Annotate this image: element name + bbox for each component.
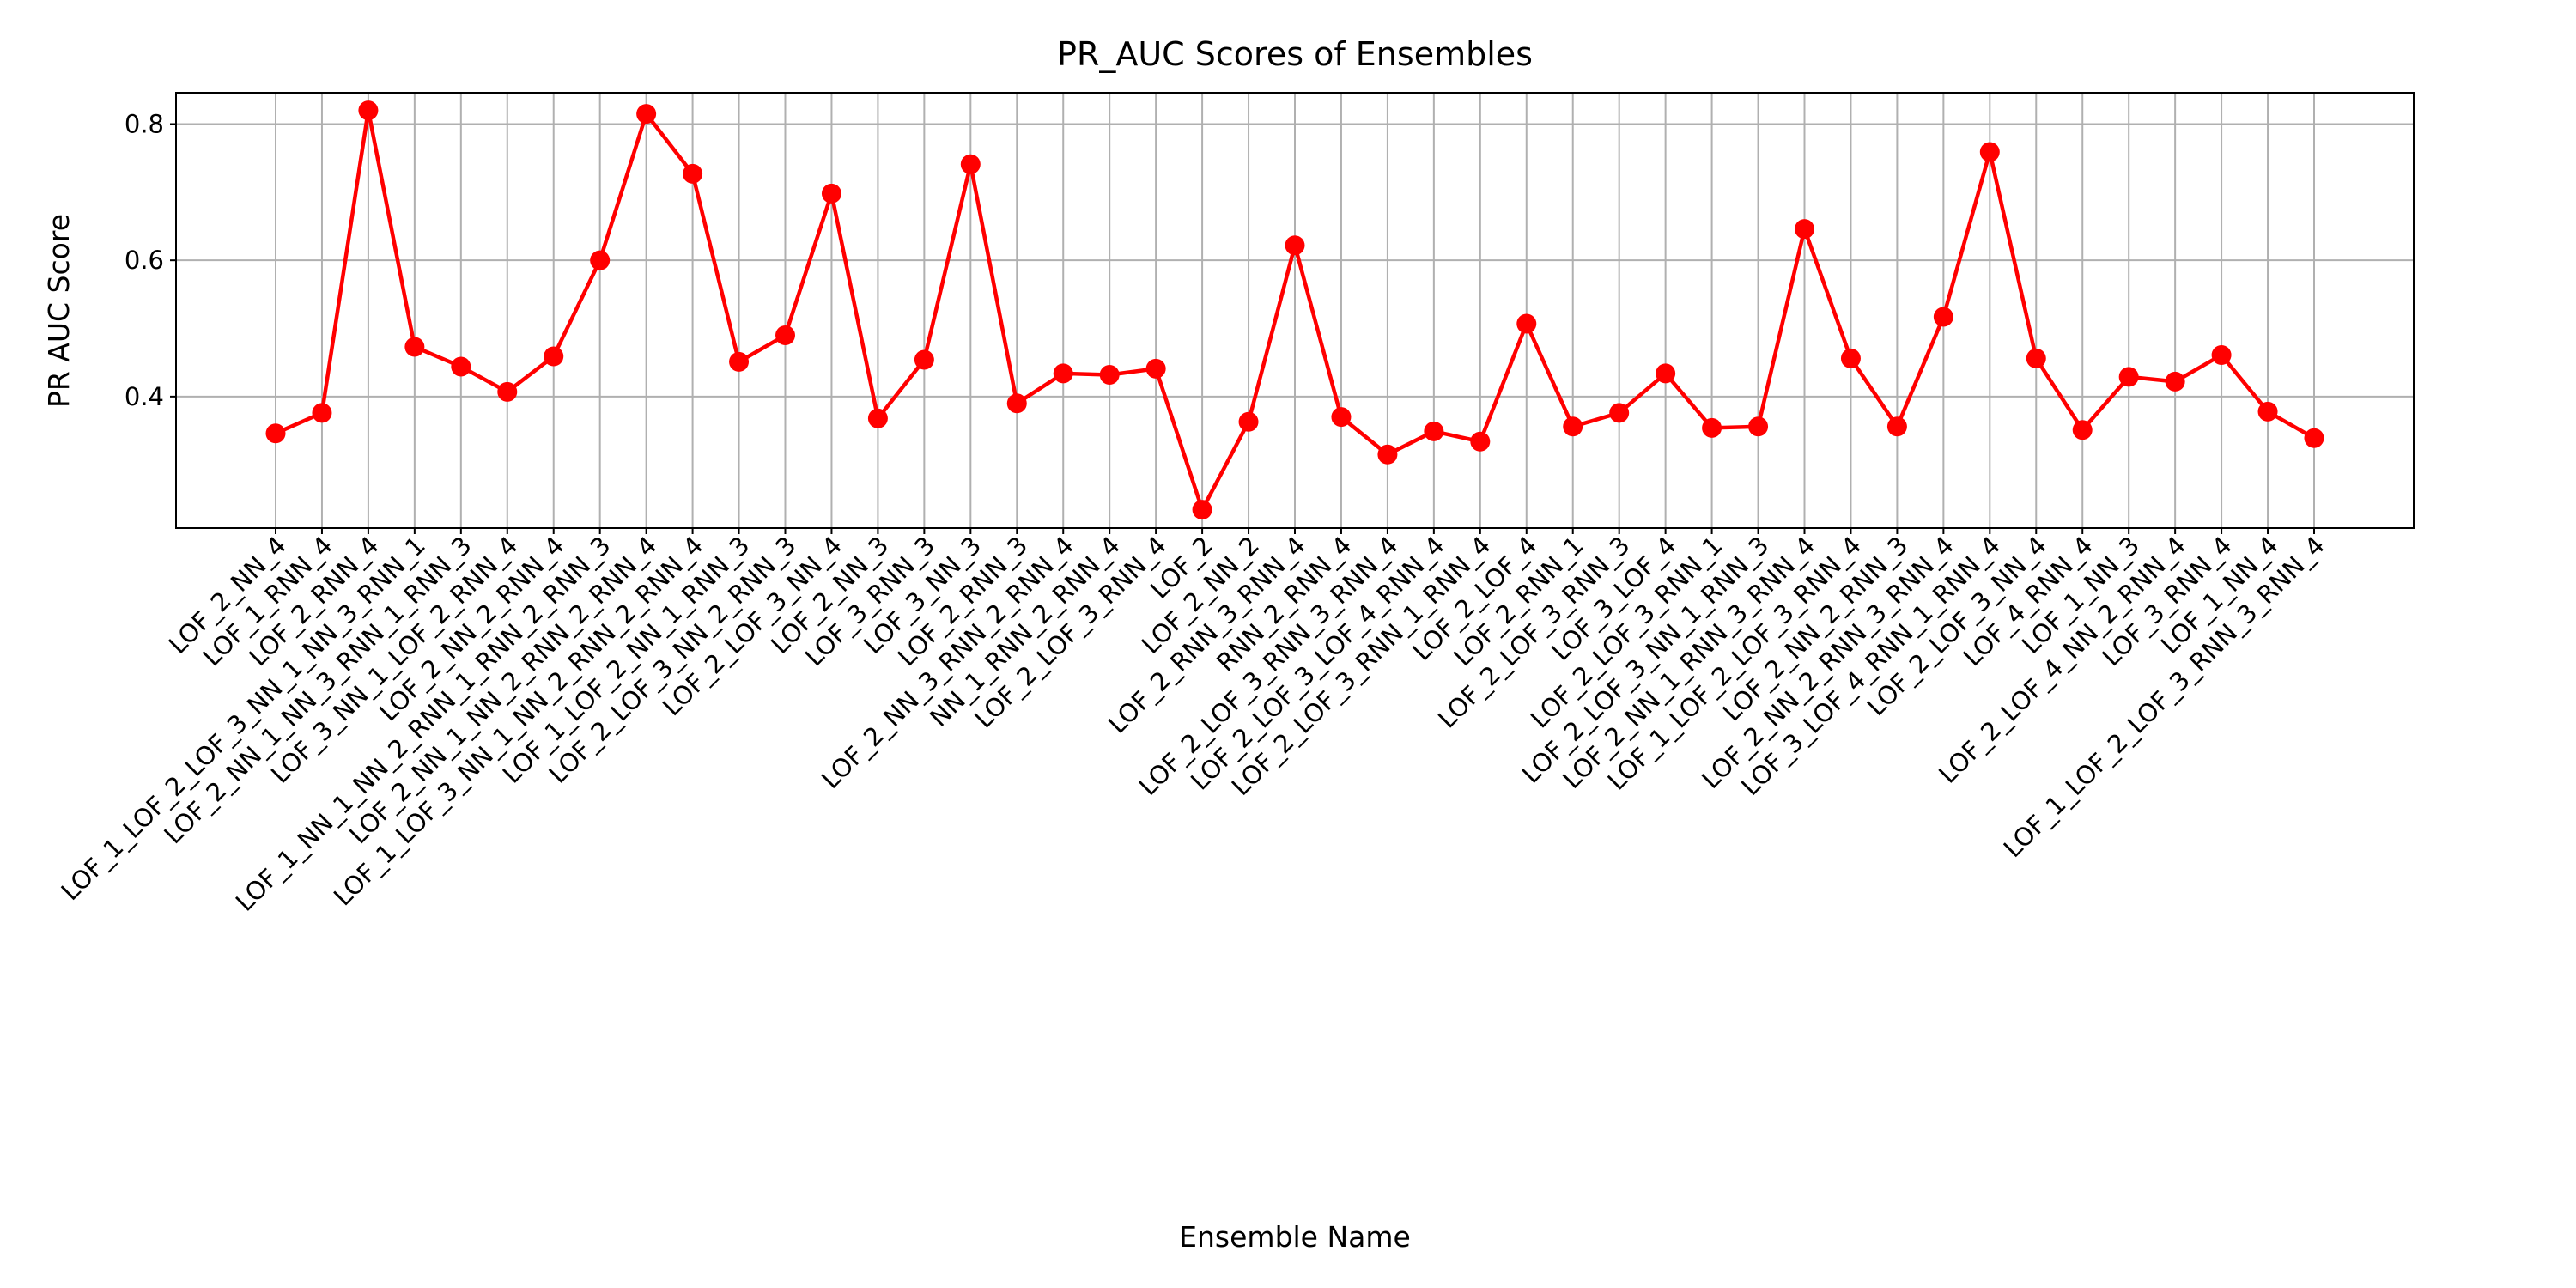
point bbox=[1563, 416, 1583, 437]
point bbox=[590, 250, 611, 270]
point bbox=[1377, 444, 1398, 465]
y-tick-label: 0.8 bbox=[125, 109, 164, 138]
point bbox=[1006, 393, 1027, 414]
point bbox=[2118, 367, 2139, 387]
point bbox=[1470, 431, 1491, 452]
point bbox=[1285, 235, 1305, 256]
point bbox=[2211, 344, 2232, 365]
point bbox=[2026, 348, 2046, 368]
plot-frame bbox=[175, 92, 2415, 529]
point bbox=[960, 154, 981, 174]
y-tick-label: 0.4 bbox=[125, 382, 164, 411]
point bbox=[544, 346, 564, 367]
y-axis-label: PR AUC Score bbox=[42, 214, 76, 408]
point bbox=[1656, 363, 1676, 384]
point bbox=[2257, 401, 2278, 422]
point bbox=[265, 423, 286, 444]
point bbox=[1516, 313, 1537, 334]
point bbox=[1424, 421, 1444, 441]
point bbox=[358, 100, 379, 121]
point bbox=[729, 351, 750, 372]
point bbox=[2304, 428, 2324, 448]
point bbox=[1609, 403, 1630, 423]
point bbox=[636, 104, 657, 125]
chart-title: PR_AUC Scores of Ensembles bbox=[1057, 35, 1533, 73]
x-axis-label: Ensemble Name bbox=[1179, 1220, 1411, 1254]
point bbox=[1192, 500, 1212, 520]
point bbox=[1053, 363, 1073, 384]
point bbox=[1702, 417, 1722, 438]
point bbox=[2165, 371, 2185, 392]
point bbox=[1933, 307, 1953, 327]
point bbox=[1331, 407, 1352, 428]
point bbox=[1795, 219, 1814, 240]
point bbox=[312, 403, 332, 423]
point bbox=[1979, 142, 2000, 162]
point bbox=[497, 381, 518, 402]
point bbox=[2072, 420, 2093, 440]
point bbox=[451, 356, 471, 377]
point bbox=[404, 337, 425, 357]
point bbox=[914, 349, 934, 370]
point bbox=[1238, 411, 1259, 432]
point bbox=[1840, 348, 1861, 368]
point bbox=[821, 183, 841, 204]
point bbox=[867, 408, 888, 428]
point bbox=[775, 325, 795, 345]
y-tick-label: 0.6 bbox=[125, 246, 164, 275]
point bbox=[683, 163, 703, 184]
point bbox=[1145, 358, 1166, 379]
point bbox=[1748, 416, 1769, 437]
point bbox=[1099, 364, 1120, 385]
point bbox=[1886, 416, 1907, 437]
